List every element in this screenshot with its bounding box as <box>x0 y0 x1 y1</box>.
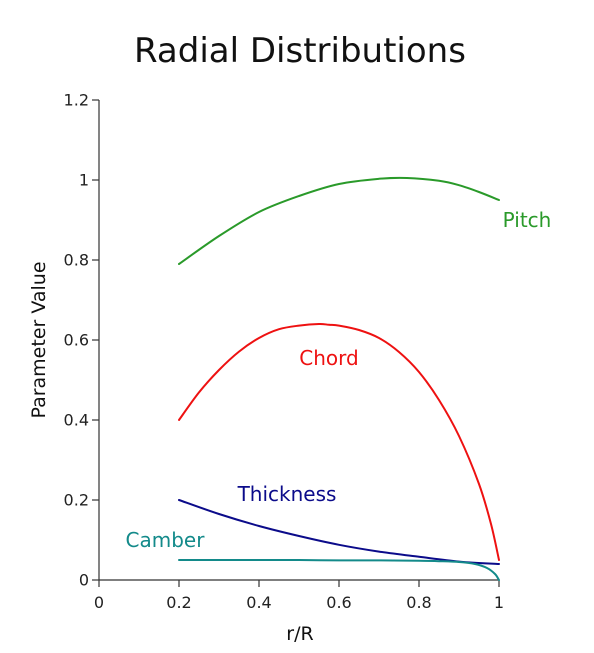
series-line-pitch <box>178 176 500 265</box>
series-line-camber <box>178 558 500 581</box>
x-axis-title: r/R <box>286 623 313 645</box>
series-layer <box>178 176 500 581</box>
y-tick-label: 0.8 <box>64 251 89 270</box>
x-tick-label: 0.4 <box>246 593 271 612</box>
series-labels: Pitch Chord Thickness Camber <box>126 208 552 552</box>
y-axis-title: Parameter Value <box>28 261 50 418</box>
x-tick-label: 0.8 <box>406 593 431 612</box>
chart-title: Radial Distributions <box>134 31 466 71</box>
y-tick-label: 1 <box>79 171 89 190</box>
x-tick-label: 1 <box>494 593 504 612</box>
x-tick-label: 0.6 <box>326 593 351 612</box>
y-tick-label: 0.2 <box>64 491 89 510</box>
series-label-pitch: Pitch <box>503 208 552 232</box>
x-tick-label: 0.2 <box>166 593 191 612</box>
series-line-thickness <box>178 499 500 565</box>
x-axis: 0 0.2 0.4 0.6 0.8 1 <box>94 579 504 612</box>
series-line-chord <box>178 322 500 561</box>
y-axis: 0 0.2 0.4 0.6 0.8 1 1.2 <box>64 91 100 590</box>
x-tick-label: 0 <box>94 593 104 612</box>
series-label-chord: Chord <box>299 346 358 370</box>
y-tick-label: 0 <box>79 571 89 590</box>
series-label-thickness: Thickness <box>237 482 337 506</box>
y-tick-label: 0.6 <box>64 331 89 350</box>
series-label-camber: Camber <box>126 528 206 552</box>
y-tick-label: 1.2 <box>64 91 89 110</box>
y-tick-label: 0.4 <box>64 411 89 430</box>
